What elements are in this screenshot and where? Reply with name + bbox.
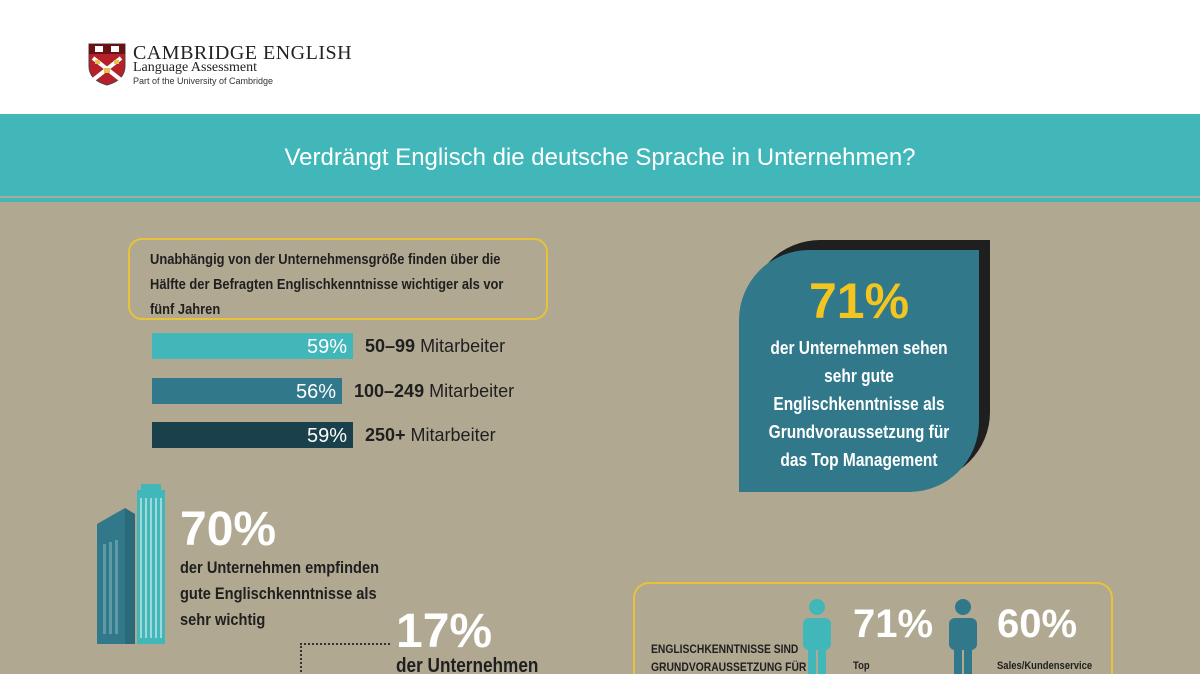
requirement-heading-line1: ENGLISCHKENNTNISSE SIND (651, 642, 799, 656)
stat-70-text: der Unternehmen empfinden gute Englischk… (180, 558, 380, 629)
cambridge-logo[interactable]: CAMBRIDGE ENGLISH Language Assessment Pa… (87, 42, 387, 92)
bar-value-label: 56% (295, 381, 336, 403)
requirement-box: ENGLISCHKENNTNISSE SIND GRUNDVORAUSSETZU… (633, 582, 1113, 674)
bar-value-label: 59% (306, 425, 347, 447)
logo-subtitle: Language Assessment (133, 60, 258, 75)
person-icon (803, 599, 831, 674)
callout-top-management: 71% der Unternehmen sehen sehr gute Engl… (739, 250, 979, 492)
requirement-label-top: Top (853, 660, 870, 672)
bar-category-label: 50–99 Mitarbeiter (365, 336, 506, 356)
intro-box: Unabhängig von der Unternehmensgröße fin… (128, 238, 548, 320)
dotted-connector (300, 643, 390, 674)
title-banner: Verdrängt Englisch die deutsche Sprache … (0, 114, 1200, 196)
page-title: Verdrängt Englisch die deutsche Sprache … (284, 144, 916, 171)
bar-0: 59% (152, 333, 353, 359)
bar-category-label: 250+ Mitarbeiter (365, 425, 496, 445)
bar-2: 59% (152, 422, 353, 448)
bar-value-label: 59% (306, 336, 347, 358)
stat-17-text: der Unternehmen (396, 655, 539, 674)
requirement-percent-sales: 60% (997, 602, 1078, 646)
logo-brand: CAMBRIDGE ENGLISH (133, 42, 353, 64)
requirement-heading-line2: GRUNDVORAUSSETZUNG FÜR (651, 660, 807, 674)
stat-17-percent: 17% (396, 605, 493, 658)
intro-text: Unabhängig von der Unternehmensgröße fin… (150, 251, 504, 318)
requirement-label-sales: Sales/Kundenservice (997, 660, 1093, 672)
bar-1: 56% (152, 378, 342, 404)
requirement-percent-top: 71% (853, 602, 934, 646)
callout-text: der Unternehmen sehen sehr gute Englisch… (768, 338, 950, 470)
header: CAMBRIDGE ENGLISH Language Assessment Pa… (0, 0, 1200, 114)
callout-percent: 71% (808, 273, 910, 329)
banner-divider (0, 198, 1200, 202)
requirement-heading: ENGLISCHKENNTNISSE SIND GRUNDVORAUSSETZU… (651, 640, 806, 674)
bar-category-label: 100–249 Mitarbeiter (354, 381, 515, 401)
stat-70-percent: 70% (180, 503, 277, 556)
person-icon (949, 599, 977, 674)
logo-part-of: Part of the University of Cambridge (133, 76, 274, 86)
cambridge-crest-icon (88, 43, 126, 86)
skyscraper-icon (97, 484, 165, 644)
